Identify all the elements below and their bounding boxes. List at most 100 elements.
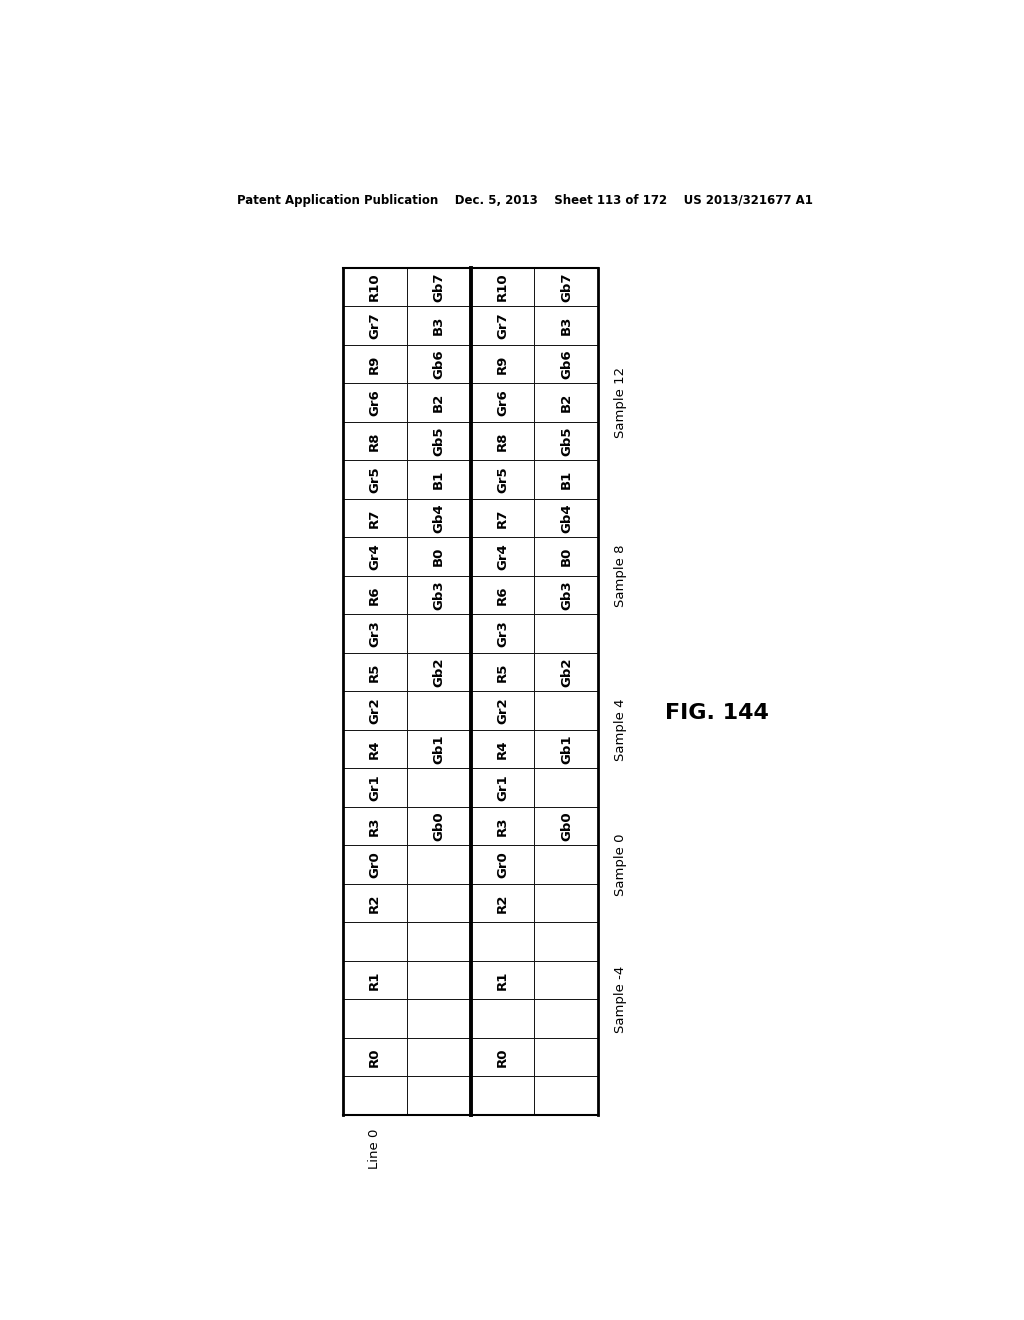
Text: Gb7: Gb7 xyxy=(560,272,573,302)
Bar xyxy=(535,306,598,345)
Text: Gr6: Gr6 xyxy=(369,389,381,416)
Text: Gb5: Gb5 xyxy=(432,426,445,455)
Text: R1: R1 xyxy=(496,970,509,990)
Bar xyxy=(343,730,407,768)
Text: B2: B2 xyxy=(560,393,573,412)
Bar xyxy=(343,306,407,345)
Bar xyxy=(471,576,535,614)
Text: B2: B2 xyxy=(432,393,445,412)
Bar xyxy=(407,383,471,422)
Text: R5: R5 xyxy=(496,663,509,681)
Bar xyxy=(343,692,407,730)
Bar xyxy=(343,576,407,614)
Text: R6: R6 xyxy=(496,585,509,605)
Bar xyxy=(407,884,471,923)
Bar xyxy=(343,422,407,461)
Bar xyxy=(471,1076,535,1114)
Bar xyxy=(471,268,535,306)
Bar xyxy=(535,653,598,692)
Bar xyxy=(535,537,598,576)
Text: Gb4: Gb4 xyxy=(432,503,445,533)
Text: Gb0: Gb0 xyxy=(432,812,445,841)
Text: Gr4: Gr4 xyxy=(496,543,509,570)
Bar xyxy=(407,306,471,345)
Bar xyxy=(471,999,535,1038)
Bar xyxy=(471,845,535,884)
Text: R3: R3 xyxy=(496,816,509,836)
Bar xyxy=(471,306,535,345)
Text: Gr7: Gr7 xyxy=(496,312,509,339)
Bar xyxy=(535,923,598,961)
Text: R1: R1 xyxy=(369,970,381,990)
Bar xyxy=(471,692,535,730)
Text: Gb7: Gb7 xyxy=(432,272,445,302)
Bar xyxy=(407,537,471,576)
Bar xyxy=(343,884,407,923)
Text: Gb2: Gb2 xyxy=(560,657,573,686)
Text: B3: B3 xyxy=(560,315,573,335)
Bar xyxy=(535,807,598,845)
Bar xyxy=(535,768,598,807)
Bar xyxy=(471,383,535,422)
Text: Gb2: Gb2 xyxy=(432,657,445,686)
Text: B1: B1 xyxy=(560,470,573,490)
Bar xyxy=(343,461,407,499)
Text: Gb5: Gb5 xyxy=(560,426,573,455)
Text: Gb3: Gb3 xyxy=(560,581,573,610)
Bar xyxy=(407,461,471,499)
Text: Gb1: Gb1 xyxy=(560,734,573,764)
Text: Gr2: Gr2 xyxy=(496,697,509,723)
Bar xyxy=(343,653,407,692)
Text: R6: R6 xyxy=(369,585,381,605)
Bar xyxy=(471,499,535,537)
Text: Sample 12: Sample 12 xyxy=(614,367,627,438)
Text: R10: R10 xyxy=(369,273,381,301)
Bar xyxy=(407,768,471,807)
Text: R5: R5 xyxy=(369,663,381,681)
Text: R9: R9 xyxy=(369,354,381,374)
Bar xyxy=(343,999,407,1038)
Text: R4: R4 xyxy=(496,739,509,759)
Bar xyxy=(343,614,407,653)
Bar xyxy=(535,692,598,730)
Bar xyxy=(343,345,407,383)
Bar xyxy=(471,422,535,461)
Bar xyxy=(343,1076,407,1114)
Bar xyxy=(343,268,407,306)
Bar xyxy=(407,692,471,730)
Text: R2: R2 xyxy=(496,894,509,912)
Text: R7: R7 xyxy=(496,508,509,528)
Bar xyxy=(535,730,598,768)
Bar xyxy=(343,537,407,576)
Text: R10: R10 xyxy=(496,273,509,301)
Bar xyxy=(535,614,598,653)
Text: Gb0: Gb0 xyxy=(560,812,573,841)
Bar xyxy=(407,845,471,884)
Bar xyxy=(471,923,535,961)
Bar xyxy=(407,961,471,999)
Text: R0: R0 xyxy=(369,1047,381,1067)
Bar xyxy=(407,614,471,653)
Bar xyxy=(407,268,471,306)
Bar xyxy=(407,653,471,692)
Text: Gr6: Gr6 xyxy=(496,389,509,416)
Bar xyxy=(343,383,407,422)
Text: Gr5: Gr5 xyxy=(496,466,509,492)
Bar xyxy=(535,461,598,499)
Bar xyxy=(535,345,598,383)
Text: Sample 8: Sample 8 xyxy=(614,544,627,607)
Bar xyxy=(407,730,471,768)
Bar xyxy=(535,499,598,537)
Text: Gb4: Gb4 xyxy=(560,503,573,533)
Text: R0: R0 xyxy=(496,1047,509,1067)
Bar xyxy=(471,768,535,807)
Bar xyxy=(343,1038,407,1076)
Bar xyxy=(407,576,471,614)
Bar xyxy=(471,653,535,692)
Text: R8: R8 xyxy=(369,432,381,450)
Bar xyxy=(407,807,471,845)
Text: Sample -4: Sample -4 xyxy=(614,966,627,1032)
Bar xyxy=(535,999,598,1038)
Text: Sample 0: Sample 0 xyxy=(614,833,627,896)
Text: B1: B1 xyxy=(432,470,445,490)
